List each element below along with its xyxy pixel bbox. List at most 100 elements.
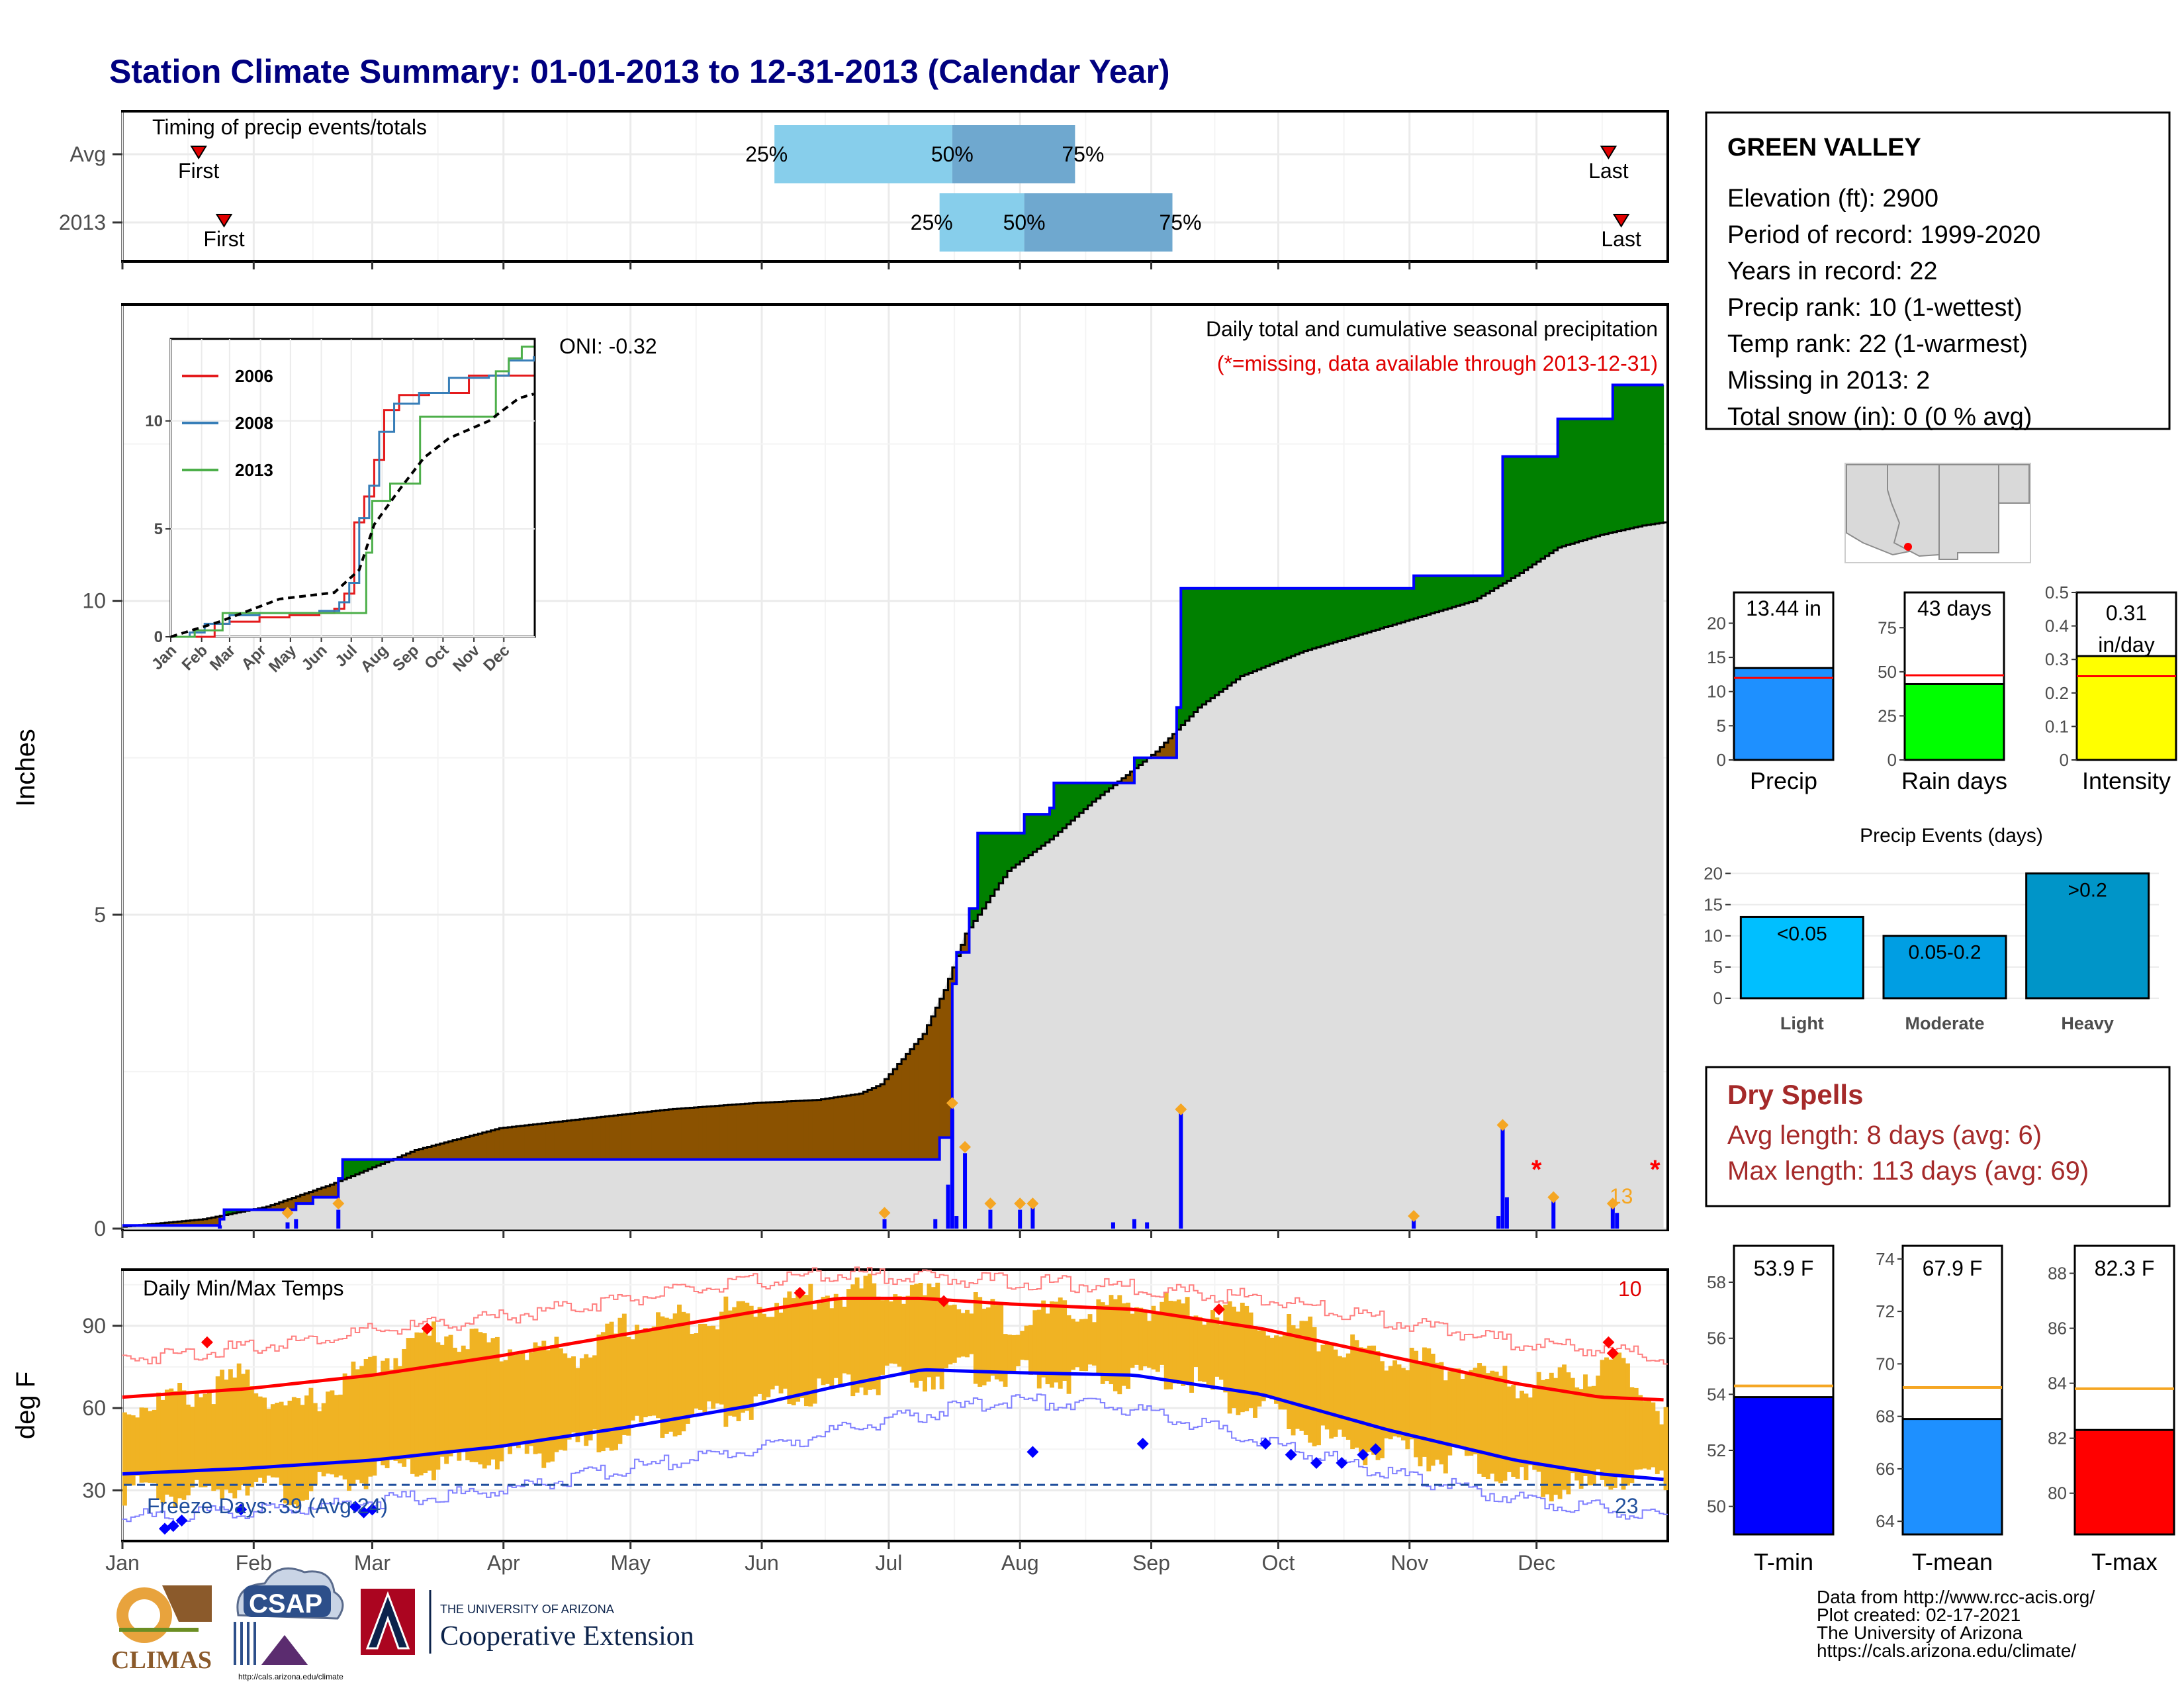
month-label: Oct bbox=[1262, 1551, 1295, 1575]
deficit-segment bbox=[423, 1148, 428, 1160]
daily-temp-range-bar bbox=[1647, 1399, 1651, 1470]
deficit-segment bbox=[300, 1195, 305, 1204]
last-event-marker bbox=[1612, 214, 1630, 228]
inset-series-line bbox=[171, 356, 535, 638]
surplus-segment bbox=[1617, 385, 1622, 532]
deficit-segment bbox=[880, 1084, 886, 1160]
record-cold-marker bbox=[366, 1503, 379, 1516]
events-bar-label: Heavy bbox=[2061, 1013, 2114, 1033]
daily-precip-bar bbox=[1179, 1112, 1183, 1229]
daily-temp-range-bar bbox=[1574, 1387, 1580, 1481]
deficit-segment bbox=[833, 1097, 839, 1160]
deficit-segment bbox=[452, 1140, 457, 1160]
surplus-segment bbox=[1583, 418, 1588, 540]
daily-temp-range-bar bbox=[291, 1397, 296, 1505]
surplus-segment bbox=[1400, 588, 1406, 622]
daily-temp-range-bar bbox=[439, 1344, 445, 1457]
daily-temp-range-bar bbox=[461, 1345, 466, 1450]
temp-y-tick-label: 56 bbox=[1707, 1329, 1726, 1348]
daily-precip-marker bbox=[984, 1197, 997, 1210]
summary-y-tick-label: 25 bbox=[1878, 706, 1897, 726]
daily-precip-bar bbox=[285, 1222, 290, 1229]
surplus-segment bbox=[1295, 588, 1300, 655]
surplus-segment bbox=[1447, 575, 1453, 609]
inset-y-tick-label: 10 bbox=[145, 412, 163, 430]
events-bar-value: >0.2 bbox=[2068, 879, 2107, 901]
climas-logo-text: CLIMAS bbox=[111, 1646, 212, 1674]
surplus-segment bbox=[1338, 588, 1343, 641]
daily-temp-range-bar bbox=[1342, 1357, 1347, 1437]
daily-temp-range-bar bbox=[1333, 1349, 1338, 1437]
temp-ylabel: deg F bbox=[11, 1372, 40, 1439]
daily-temp-range-bar bbox=[656, 1312, 660, 1419]
daily-temp-range-bar bbox=[753, 1317, 758, 1397]
dry-spells-avg: Avg length: 8 days (avg: 6) bbox=[1727, 1121, 2042, 1150]
surplus-segment bbox=[1218, 588, 1224, 692]
daily-temp-range-bar bbox=[414, 1332, 420, 1477]
deficit-segment bbox=[854, 1094, 860, 1160]
deficit-segment bbox=[1163, 743, 1169, 758]
daily-temp-range-bar bbox=[791, 1298, 796, 1405]
daily-temp-range-bar bbox=[711, 1325, 716, 1409]
daily-temp-range-bar bbox=[275, 1403, 280, 1478]
daily-temp-range-bar bbox=[614, 1333, 618, 1450]
daily-temp-range-bar bbox=[181, 1390, 187, 1500]
deficit-segment bbox=[402, 1155, 407, 1160]
surplus-segment bbox=[1333, 588, 1338, 643]
deficit-segment bbox=[808, 1100, 813, 1160]
month-label: Sep bbox=[1132, 1551, 1170, 1575]
surplus-segment bbox=[1176, 707, 1181, 730]
daily-temp-range-bar bbox=[1121, 1303, 1126, 1386]
deficit-segment bbox=[817, 1100, 822, 1160]
colorado-shape bbox=[1939, 464, 2030, 504]
deficit-segment bbox=[923, 1034, 928, 1160]
deficit-segment bbox=[812, 1100, 817, 1160]
month-label: Nov bbox=[1390, 1551, 1428, 1575]
month-label: Apr bbox=[487, 1551, 520, 1575]
deficit-segment bbox=[432, 1145, 436, 1160]
daily-temp-range-bar bbox=[706, 1326, 711, 1402]
daily-temp-range-bar bbox=[1058, 1297, 1063, 1389]
surplus-segment bbox=[1490, 575, 1495, 591]
daily-temp-range-bar bbox=[923, 1295, 927, 1392]
record-cold-marker bbox=[1357, 1448, 1369, 1461]
daily-temp-range-bar bbox=[359, 1366, 365, 1483]
daily-temp-range-bar bbox=[901, 1303, 906, 1372]
surplus-segment bbox=[363, 1159, 369, 1171]
surplus-segment bbox=[1329, 588, 1334, 644]
daily-temp-range-bar bbox=[969, 1313, 974, 1354]
daily-precip-marker bbox=[878, 1207, 891, 1219]
deficit-segment bbox=[656, 1110, 661, 1160]
temp-title: Daily Min/Max Temps bbox=[143, 1276, 343, 1300]
temp-value-label: 82.3 F bbox=[2095, 1256, 2155, 1280]
daily-temp-range-bar bbox=[257, 1396, 263, 1478]
daily-temp-range-bar bbox=[1091, 1322, 1097, 1366]
month-axis: Jan Feb Mar Apr May Jun Jul Aug Sep Oct Nov Dec bbox=[105, 261, 1555, 1575]
deficit-segment bbox=[677, 1108, 682, 1160]
daily-temp-range-bar bbox=[1075, 1321, 1080, 1368]
surplus-segment bbox=[1629, 385, 1635, 529]
deficit-segment bbox=[727, 1105, 733, 1160]
surplus-segment bbox=[1545, 456, 1550, 556]
temp-y-tick-label: 68 bbox=[1876, 1407, 1895, 1427]
timing-bar-lower bbox=[939, 193, 1024, 252]
surplus-segment bbox=[1608, 418, 1614, 534]
daily-temp-range-bar bbox=[1498, 1376, 1504, 1483]
surplus-segment bbox=[1405, 588, 1410, 622]
daily-temp-range-bar bbox=[393, 1358, 398, 1461]
csap-url: http://cals.arizona.edu/climate bbox=[238, 1672, 343, 1681]
deficit-segment bbox=[825, 1098, 830, 1160]
daily-temp-range-bar bbox=[215, 1376, 220, 1490]
temp-value-label: 67.9 F bbox=[1923, 1256, 1983, 1280]
daily-temp-range-bar bbox=[465, 1349, 471, 1460]
daily-temp-range-bar bbox=[1062, 1300, 1068, 1381]
daily-temp-range-bar bbox=[651, 1326, 657, 1416]
daily-temp-range-bar bbox=[1532, 1386, 1537, 1470]
daily-temp-range-bar bbox=[571, 1356, 576, 1433]
record-hot-marker bbox=[1212, 1303, 1225, 1315]
surplus-segment bbox=[1354, 588, 1359, 636]
deficit-segment bbox=[287, 1199, 293, 1210]
surplus-segment bbox=[1261, 588, 1266, 668]
deficit-segment bbox=[427, 1147, 432, 1160]
surplus-segment bbox=[1494, 575, 1499, 588]
